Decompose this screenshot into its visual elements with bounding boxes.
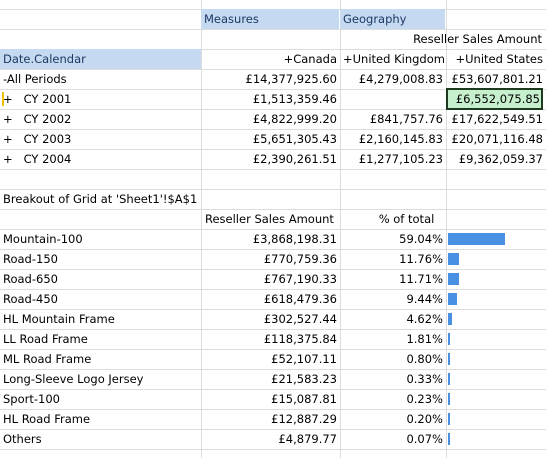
column-header-united-states[interactable]: +United States bbox=[455, 52, 543, 66]
pivot-cell[interactable]: £9,362,059.37 bbox=[458, 152, 543, 166]
pivot-row-label[interactable]: + CY 2001 bbox=[3, 92, 72, 106]
pivot-cell[interactable]: £17,622,549.51 bbox=[451, 112, 543, 126]
breakout-amount-cell[interactable]: £4,879.77 bbox=[278, 432, 337, 446]
pivot-cell[interactable]: £20,071,116.48 bbox=[451, 132, 543, 146]
grid-row-line bbox=[0, 29, 546, 30]
pivot-cell[interactable]: £5,651,305.43 bbox=[252, 132, 337, 146]
grid-row-line bbox=[0, 289, 546, 290]
pivot-cell[interactable]: £4,822,999.20 bbox=[252, 112, 337, 126]
share-data-bar bbox=[448, 253, 459, 265]
row-field-header[interactable]: Date.Calendar bbox=[0, 49, 201, 69]
breakout-amount-cell[interactable]: £21,583.23 bbox=[271, 372, 337, 386]
pivot-row-label[interactable]: + CY 2004 bbox=[3, 152, 72, 166]
grid-row-line bbox=[0, 409, 546, 410]
pivot-row-label[interactable]: -All Periods bbox=[3, 72, 67, 86]
share-data-bar bbox=[448, 233, 505, 245]
breakout-row-label[interactable]: Road-450 bbox=[3, 292, 58, 306]
selected-cell[interactable] bbox=[446, 88, 543, 110]
breakout-pct-cell[interactable]: 0.80% bbox=[406, 352, 443, 366]
breakout-pct-cell[interactable]: 11.76% bbox=[399, 252, 443, 266]
breakout-amount-cell[interactable]: £302,527.44 bbox=[263, 312, 337, 326]
pivot-cell[interactable]: £4,279,008.83 bbox=[358, 72, 443, 86]
grid-row-line bbox=[0, 69, 546, 70]
breakout-title: Breakout of Grid at 'Sheet1'!$A$1 bbox=[3, 192, 198, 206]
share-data-bar bbox=[448, 433, 450, 445]
breakout-amount-cell[interactable]: £767,190.33 bbox=[263, 272, 337, 286]
breakout-pct-cell[interactable]: 11.71% bbox=[399, 272, 443, 286]
breakout-pct-cell[interactable]: 1.81% bbox=[406, 332, 443, 346]
breakout-row-label[interactable]: Road-150 bbox=[3, 252, 58, 266]
breakout-row-label[interactable]: Road-650 bbox=[3, 272, 58, 286]
breakout-amount-cell[interactable]: £15,087.81 bbox=[271, 392, 337, 406]
column-header-united-kingdom[interactable]: +United Kingdom bbox=[343, 52, 445, 66]
share-data-bar bbox=[448, 413, 450, 425]
row-marker bbox=[2, 92, 4, 106]
grid-row-line bbox=[0, 229, 546, 230]
grid-row-line bbox=[0, 169, 546, 170]
pivot-cell[interactable]: £53,607,801.21 bbox=[451, 72, 543, 86]
breakout-row-label[interactable]: Mountain-100 bbox=[3, 232, 83, 246]
share-data-bar bbox=[448, 333, 450, 345]
grid-row-line bbox=[0, 449, 546, 450]
breakout-row-label[interactable]: Sport-100 bbox=[3, 392, 60, 406]
pivot-cell[interactable]: £1,513,359.46 bbox=[252, 92, 337, 106]
breakout-row-label[interactable]: ML Road Frame bbox=[3, 352, 92, 366]
breakout-amount-header[interactable]: Reseller Sales Amount bbox=[205, 212, 334, 226]
grid-row-line bbox=[0, 349, 546, 350]
pivot-row-label[interactable]: + CY 2002 bbox=[3, 112, 72, 126]
share-data-bar bbox=[448, 373, 450, 385]
grid-row-line bbox=[0, 129, 546, 130]
pivot-cell[interactable]: £2,390,261.51 bbox=[252, 152, 337, 166]
breakout-amount-cell[interactable]: £52,107.11 bbox=[271, 352, 337, 366]
measures-header[interactable]: Measures bbox=[201, 9, 339, 29]
share-data-bar bbox=[448, 273, 459, 285]
breakout-amount-cell[interactable]: £118,375.84 bbox=[263, 332, 337, 346]
grid-row-line bbox=[0, 89, 546, 90]
pivot-cell[interactable]: £2,160,145.83 bbox=[358, 132, 443, 146]
measure-title: Reseller Sales Amount bbox=[413, 32, 542, 46]
grid-row-line bbox=[0, 189, 546, 190]
grid-row-line bbox=[0, 209, 546, 210]
grid-row-line bbox=[0, 309, 546, 310]
share-data-bar bbox=[448, 293, 457, 305]
breakout-row-label[interactable]: Long-Sleeve Logo Jersey bbox=[3, 372, 144, 386]
breakout-pct-cell[interactable]: 0.23% bbox=[406, 392, 443, 406]
grid-row-line bbox=[0, 49, 546, 50]
pivot-cell[interactable]: £841,757.76 bbox=[369, 112, 443, 126]
pivot-cell[interactable]: £1,277,105.23 bbox=[358, 152, 443, 166]
breakout-pct-cell[interactable]: 9.44% bbox=[406, 292, 443, 306]
breakout-pct-cell[interactable]: 0.20% bbox=[406, 412, 443, 426]
breakout-amount-cell[interactable]: £618,479.36 bbox=[263, 292, 337, 306]
pivot-cell[interactable]: £14,377,925.60 bbox=[245, 72, 337, 86]
breakout-amount-cell[interactable]: £3,868,198.31 bbox=[252, 232, 337, 246]
breakout-row-label[interactable]: LL Road Frame bbox=[3, 332, 88, 346]
share-data-bar bbox=[448, 393, 450, 405]
breakout-pct-cell[interactable]: 0.33% bbox=[406, 372, 443, 386]
breakout-row-label[interactable]: Others bbox=[3, 432, 42, 446]
pivot-cell[interactable] bbox=[340, 89, 446, 109]
column-header-canada[interactable]: +Canada bbox=[283, 52, 337, 66]
grid-row-line bbox=[0, 429, 546, 430]
breakout-amount-cell[interactable]: £770,759.36 bbox=[263, 252, 337, 266]
grid-row-line bbox=[0, 269, 546, 270]
breakout-pct-cell[interactable]: 4.62% bbox=[406, 312, 443, 326]
breakout-pct-cell[interactable]: 59.04% bbox=[399, 232, 443, 246]
geography-header[interactable]: Geography bbox=[340, 9, 445, 29]
share-data-bar bbox=[448, 353, 450, 365]
breakout-amount-cell[interactable]: £12,887.29 bbox=[271, 412, 337, 426]
breakout-row-label[interactable]: HL Mountain Frame bbox=[3, 312, 115, 326]
grid-row-line bbox=[0, 389, 546, 390]
grid-row-line bbox=[0, 329, 546, 330]
grid-row-line bbox=[0, 109, 546, 110]
share-data-bar bbox=[448, 313, 452, 325]
grid-row-line bbox=[0, 149, 546, 150]
pivot-row-label[interactable]: + CY 2003 bbox=[3, 132, 72, 146]
grid-row-line bbox=[0, 249, 546, 250]
selected-cell-value[interactable]: £6,552,075.85 bbox=[455, 92, 540, 106]
breakout-row-label[interactable]: HL Road Frame bbox=[3, 412, 91, 426]
grid-row-line bbox=[0, 369, 546, 370]
breakout-pct-header[interactable]: % of total bbox=[378, 212, 435, 226]
breakout-pct-cell[interactable]: 0.07% bbox=[406, 432, 443, 446]
